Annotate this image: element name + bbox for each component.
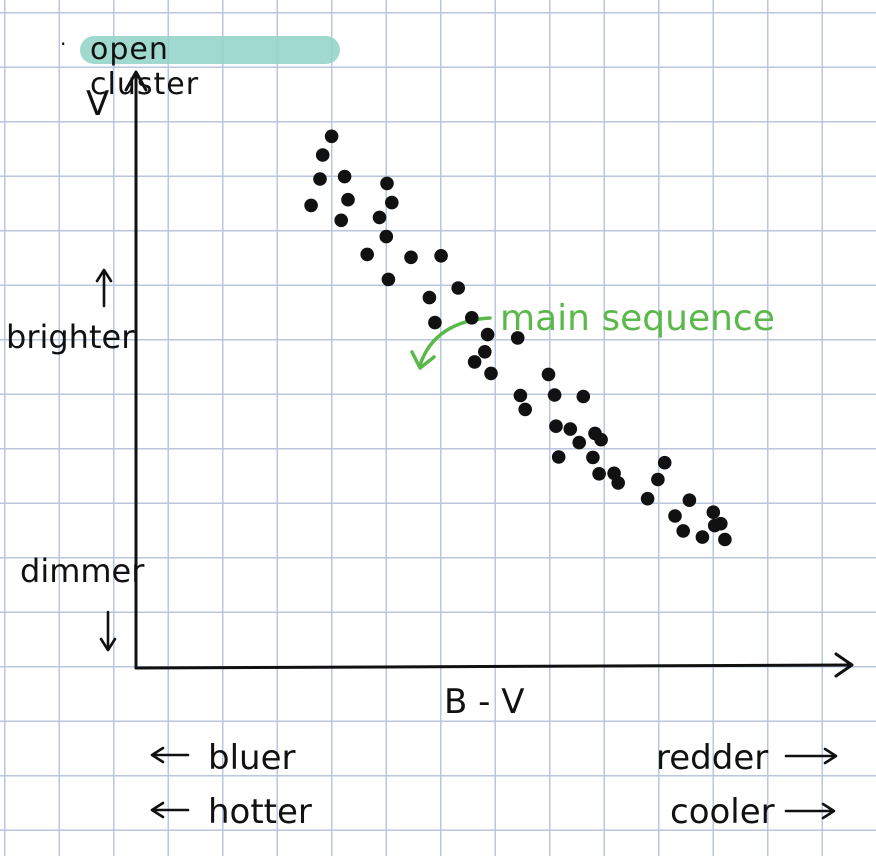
x-right-label-1: redder [656, 738, 769, 778]
scatter-point [594, 432, 608, 447]
scatter-point [434, 249, 448, 263]
y-axis-arrowhead [124, 70, 148, 92]
y-down-label: dimmer [20, 552, 145, 590]
scatter-point [315, 148, 330, 162]
scatter-point [324, 129, 339, 144]
up-arrow-icon [95, 268, 113, 308]
scatter-points [304, 129, 732, 547]
left-arrow-icon [150, 801, 190, 819]
scatter-point [379, 229, 394, 244]
scatter-point [451, 281, 466, 295]
scatter-point [706, 505, 721, 519]
scatter-point [360, 247, 375, 262]
scatter-point [404, 250, 418, 265]
scatter-point [611, 476, 625, 490]
scatter-point [563, 422, 578, 436]
annotation-arrowhead [410, 350, 436, 370]
x-left-label-1: bluer [208, 738, 296, 778]
scatter-point [313, 172, 327, 186]
y-up-label: brighter [6, 318, 135, 356]
scatter-point [478, 345, 492, 359]
title-bullet: · [60, 32, 67, 56]
right-arrow-icon [784, 747, 838, 765]
scatter-point [304, 198, 318, 213]
scatter-point [682, 493, 697, 508]
scatter-point [518, 402, 532, 417]
scatter-point [480, 327, 495, 342]
scatter-point [572, 435, 586, 450]
title-highlight [80, 36, 340, 64]
scatter-point [551, 450, 566, 464]
scatter-point [549, 419, 563, 434]
scatter-point [337, 169, 352, 184]
scatter-point [428, 315, 442, 330]
scatter-point [695, 530, 710, 544]
x-axis [134, 663, 852, 670]
scatter-point [714, 516, 728, 531]
x-left-label-2: hotter [208, 792, 312, 832]
scatter-point [547, 388, 562, 402]
scatter-point [465, 311, 479, 325]
scatter-point [510, 331, 525, 345]
scatter-point [640, 491, 655, 506]
scatter-point [381, 272, 396, 287]
scatter-point [586, 450, 600, 465]
scatter-point [676, 524, 690, 538]
scatter-point [484, 366, 498, 381]
x-axis-arrowhead [834, 652, 854, 678]
down-arrow-icon [99, 610, 117, 652]
scatter-point [513, 388, 528, 403]
scatter-point [380, 176, 394, 191]
x-axis-label: B - V [444, 682, 525, 722]
scatter-point [718, 532, 732, 547]
chart-title: open cluster [90, 32, 200, 102]
scatter-point [372, 210, 387, 225]
scatter-point [592, 467, 606, 481]
scatter-point [576, 389, 591, 404]
main-sequence-annotation: main sequence [500, 298, 775, 339]
scatter-point [657, 455, 672, 470]
scatter-point [341, 192, 355, 207]
scatter-point [334, 213, 349, 228]
annotation-arrow-curve [418, 316, 492, 367]
scatter-point [385, 195, 399, 210]
scatter-point [541, 367, 556, 382]
left-arrow-icon [150, 746, 190, 764]
y-axis-label: V [86, 84, 110, 124]
x-right-label-2: cooler [670, 792, 775, 832]
scatter-point [467, 355, 482, 369]
scatter-point [668, 509, 682, 523]
scatter-point [422, 290, 437, 305]
right-arrow-icon [784, 802, 836, 820]
scatter-point [651, 472, 665, 487]
